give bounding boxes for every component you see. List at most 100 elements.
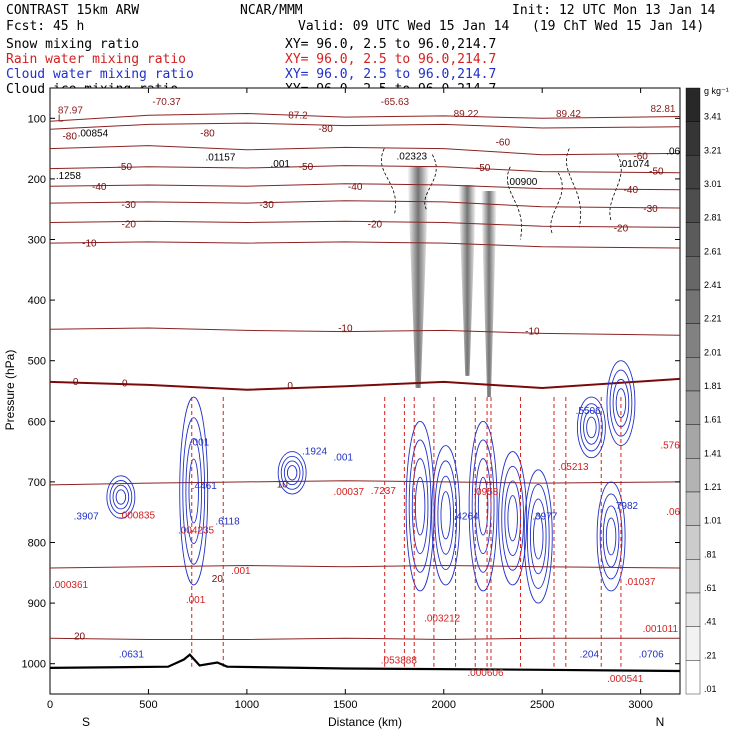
cloud-water-contour: [414, 476, 426, 536]
contour-annotation: .204: [580, 650, 600, 661]
colorbar-swatch: [685, 155, 701, 190]
colorbar-label: .21: [704, 650, 717, 660]
x-axis-north-label: N: [656, 715, 665, 729]
field-name: Rain water mixing ratio: [6, 52, 186, 67]
contour-annotation: .00900: [507, 177, 538, 188]
colorbar-swatch: [685, 323, 701, 358]
contour-annotation: .4264: [454, 511, 479, 522]
cloud-water-contour: [501, 465, 525, 571]
cloud-water-contour: [106, 475, 136, 519]
cloud-water-contour: [529, 498, 547, 575]
cloud-water-contour: [526, 483, 550, 589]
cloud-water-contour: [286, 465, 298, 481]
x-tick-label: 2500: [530, 699, 554, 711]
temperature-contour-label: -30: [643, 204, 658, 215]
contour-annotation: .001: [190, 438, 210, 449]
temperature-contour: [50, 122, 680, 130]
colorbar-swatch: [685, 357, 701, 392]
cloud-water-contour: [609, 369, 633, 437]
temperature-contour-label: 0: [287, 381, 293, 392]
colorbar-swatch: [685, 592, 701, 627]
y-tick-label: 700: [28, 477, 46, 489]
colorbar-swatch: [685, 87, 701, 122]
temperature-contour: [50, 112, 680, 122]
cloud-water-contour: [182, 417, 206, 565]
cloud-water-contour: [533, 513, 544, 560]
snow-plume: [481, 191, 497, 398]
colorbar-label: .01: [704, 684, 717, 694]
temperature-contour-label: -40: [92, 182, 107, 193]
snow-plume: [458, 184, 477, 376]
contour-annotation: .000835: [119, 510, 156, 521]
colorbar-label: 1.81: [704, 381, 722, 391]
cloud-ice-contours: [381, 148, 622, 240]
temperature-contour: [50, 637, 680, 641]
cloud-water-contour: [580, 403, 603, 452]
temperature-contour: [50, 564, 680, 569]
temperature-contour-label: -50: [649, 167, 664, 178]
field-name: Cloud water mixing ratio: [6, 67, 194, 82]
temperature-contour-label: -40: [624, 185, 639, 196]
contour-annotation: 89.22: [454, 109, 479, 120]
cloud-water-contour: [615, 388, 627, 418]
cloud-water-contour: [179, 396, 209, 586]
contour-annotation: .02323: [397, 152, 428, 163]
terrain-line: [50, 653, 680, 673]
colorbar-label: 2.21: [704, 314, 722, 324]
temperature-contour: [50, 145, 680, 156]
contour-annotation: L: [58, 113, 64, 124]
temperature-contour: [50, 377, 680, 391]
colorbar-label: 3.21: [704, 145, 722, 155]
cloud-water-contour: [109, 480, 133, 515]
contour-annotation: .5506: [576, 406, 601, 417]
forecast-hour: Fcst: 45 h: [6, 19, 84, 34]
field-xy: XY= 96.0, 2.5 to 96.0,214.7: [285, 52, 496, 67]
temperature-contour-label: -10: [82, 239, 97, 250]
cloud-water-contour: [440, 491, 451, 540]
cloud-water-contour: [477, 476, 489, 536]
contour-annotation: .4461: [192, 481, 217, 492]
contour-annotation: .0631: [119, 650, 144, 661]
temperature-contour: [50, 241, 680, 249]
colorbar-swatch: [685, 458, 701, 493]
cloud-water-contour: [468, 420, 498, 592]
valid-time: Valid: 09 UTC Wed 15 Jan 14: [298, 19, 509, 34]
temperature-contour: [50, 327, 680, 336]
x-tick-label: 0: [47, 699, 53, 711]
x-tick-label: 1500: [333, 699, 357, 711]
colorbar-label: 3.41: [704, 112, 722, 122]
contour-annotation: .001: [271, 159, 291, 170]
x-tick-label: 3000: [628, 699, 652, 711]
contour-annotation: .7982: [613, 501, 638, 512]
temperature-contour: [50, 165, 680, 174]
y-tick-label: 100: [28, 113, 46, 125]
cloud-water-contour: [474, 458, 492, 555]
y-tick-label: 1000: [22, 659, 46, 671]
model-title: CONTRAST 15km ARW: [6, 3, 139, 18]
temperature-contour-label: -30: [259, 200, 274, 211]
contour-annotation: 87.2: [288, 110, 308, 121]
cloud-water-contour: [583, 409, 600, 445]
contour-annotation: .1258: [56, 171, 81, 182]
institution-label: NCAR/MMM: [240, 3, 303, 18]
field-xy: XY= 96.0, 2.5 to 96.0,214.7: [285, 37, 496, 52]
cloud-water-contour: [185, 437, 203, 545]
colorbar-swatch: [685, 660, 701, 695]
colorbar-swatch: [685, 121, 701, 156]
cloud-water-contour: [471, 439, 495, 573]
y-tick-label: 400: [28, 295, 46, 307]
colorbar-label: 3.01: [704, 179, 722, 189]
cloud-water-contour: [431, 445, 461, 586]
cloud-water-contour: [188, 458, 199, 524]
plot-area: [49, 87, 681, 695]
temperature-contour: [50, 480, 680, 486]
colorbar-label: .41: [704, 617, 717, 627]
cloud-water-contour: [576, 396, 606, 459]
x-tick-label: 2000: [432, 699, 456, 711]
x-tick-label: 500: [139, 699, 157, 711]
colorbar-label: 1.21: [704, 482, 722, 492]
colorbar-label: 1.01: [704, 516, 722, 526]
contour-annotation: .001: [186, 595, 206, 606]
temperature-contour: [50, 200, 680, 209]
contour-annotation: .0958: [473, 487, 498, 498]
